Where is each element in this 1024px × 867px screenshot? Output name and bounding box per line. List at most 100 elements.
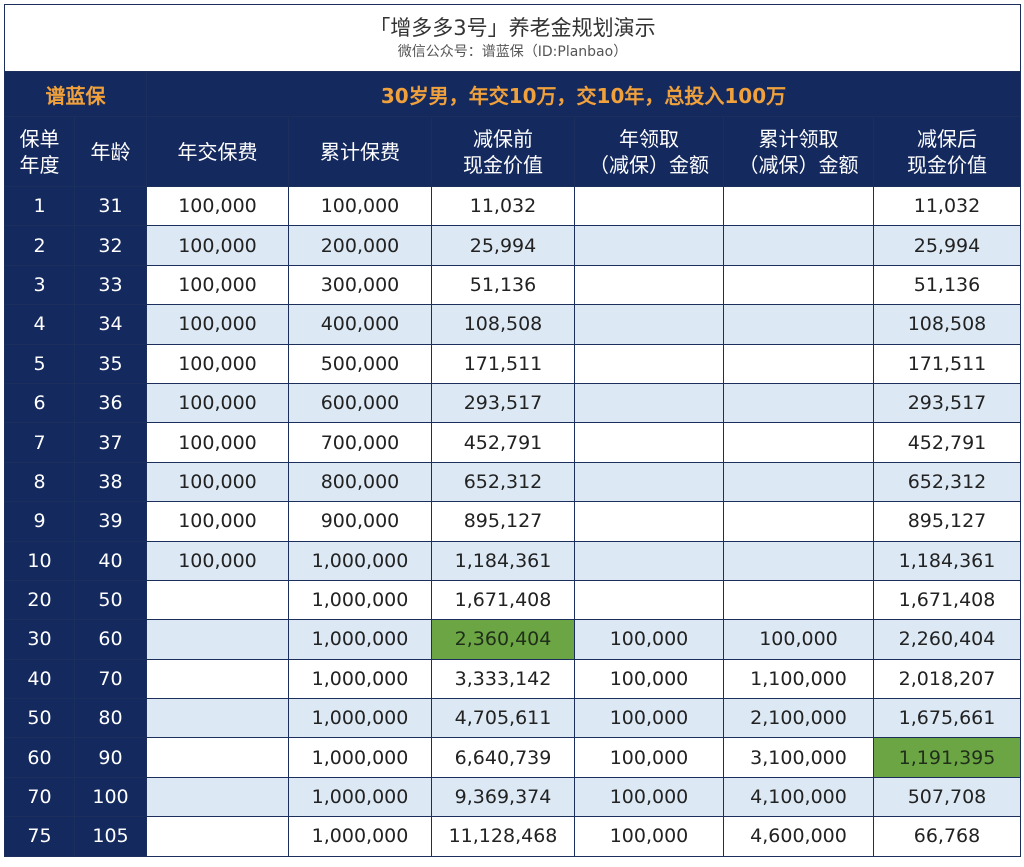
table-cell: 100,000 [146, 540, 289, 581]
table-cell: 2 [4, 225, 75, 266]
table-cell: 2,100,000 [723, 698, 874, 739]
column-header: 年交保费 [146, 116, 289, 187]
column-header: 保单 年度 [4, 116, 75, 187]
table-cell: 100,000 [574, 658, 724, 700]
table-cell: 3,333,142 [431, 658, 575, 700]
table-cell: 652,312 [873, 461, 1021, 503]
table-cell: 895,127 [431, 501, 575, 542]
table-cell: 6,640,739 [431, 737, 575, 778]
table-cell [723, 185, 874, 227]
table-cell: 7 [4, 422, 75, 463]
table-cell [723, 304, 874, 345]
table-cell: 1,000,000 [288, 619, 432, 660]
table-row: 70 100 1,000,000 9,369,374 100,000 4,100,000 5… [4, 776, 1021, 818]
table-cell: 100,000 [146, 304, 289, 345]
table-cell: 1,671,408 [431, 579, 575, 621]
table-cell: 105 [74, 816, 147, 857]
table-cell: 4,600,000 [723, 816, 874, 857]
table-cell: 1,000,000 [288, 540, 432, 581]
table-cell: 50 [74, 579, 147, 621]
table-cell: 2,360,404 [431, 619, 575, 660]
table-cell: 40 [74, 540, 147, 581]
table-cell: 4,705,611 [431, 698, 575, 739]
table-cell: 51,136 [431, 264, 575, 306]
column-header: 累计领取 （减保）金额 [723, 116, 874, 187]
table-cell [574, 422, 724, 463]
table-cell: 20 [4, 579, 75, 621]
table-cell: 1,000,000 [288, 658, 432, 700]
table-cell: 37 [74, 422, 147, 463]
table-cell: 2,018,207 [873, 658, 1021, 700]
table-cell: 300,000 [288, 264, 432, 306]
table-cell: 652,312 [431, 461, 575, 503]
table-cell: 30 [4, 619, 75, 660]
table-cell: 1,000,000 [288, 776, 432, 818]
table-cell: 100,000 [146, 461, 289, 503]
table-cell: 60 [4, 737, 75, 778]
table-cell: 1,671,408 [873, 579, 1021, 621]
table-cell: 1,184,361 [431, 540, 575, 581]
table-cell [574, 382, 724, 424]
table-cell [574, 185, 724, 227]
table-cell: 100,000 [574, 776, 724, 818]
table-cell: 34 [74, 304, 147, 345]
table-cell: 108,508 [873, 304, 1021, 345]
table-cell: 4 [4, 304, 75, 345]
pension-plan-table: 「增多多3号」养老金规划演示 微信公众号：谱蓝保（ID:Planbao） 谱蓝保… [4, 4, 1021, 857]
table-cell: 3 [4, 264, 75, 306]
table-cell: 1,000,000 [288, 737, 432, 778]
table-cell: 31 [74, 185, 147, 227]
table-cell: 6 [4, 382, 75, 424]
table-cell: 70 [74, 658, 147, 700]
table-row: 9 39 100,000 900,000 895,127 895,127 [4, 501, 1021, 542]
table-cell [723, 540, 874, 581]
table-cell: 10 [4, 540, 75, 581]
table-cell: 100,000 [288, 185, 432, 227]
table-cell: 400,000 [288, 304, 432, 345]
column-header: 年龄 [74, 116, 147, 187]
table-cell: 100,000 [146, 501, 289, 542]
table-cell: 100,000 [146, 185, 289, 227]
table-cell [146, 698, 289, 739]
table-cell: 452,791 [431, 422, 575, 463]
table-cell: 25,994 [431, 225, 575, 266]
table-cell: 33 [74, 264, 147, 306]
table-cell [723, 461, 874, 503]
table-cell [723, 382, 874, 424]
table-cell: 11,128,468 [431, 816, 575, 857]
table-cell [723, 264, 874, 306]
table-cell: 50 [4, 698, 75, 739]
table-cell: 1,675,661 [873, 698, 1021, 739]
table-row: 6 36 100,000 600,000 293,517 293,517 [4, 382, 1021, 424]
table-cell: 60 [74, 619, 147, 660]
table-cell: 108,508 [431, 304, 575, 345]
table-cell [723, 579, 874, 621]
page-subtitle: 微信公众号：谱蓝保（ID:Planbao） [397, 44, 628, 60]
table-cell [574, 343, 724, 384]
table-cell: 200,000 [288, 225, 432, 266]
table-cell: 3,100,000 [723, 737, 874, 778]
table-row: 40 70 1,000,000 3,333,142 100,000 1,100,000 2,… [4, 658, 1021, 700]
table-row: 3 33 100,000 300,000 51,136 51,136 [4, 264, 1021, 306]
table-cell: 100,000 [146, 422, 289, 463]
table-cell [723, 422, 874, 463]
pension-plan-table-sheet: 「增多多3号」养老金规划演示 微信公众号：谱蓝保（ID:Planbao） 谱蓝保… [4, 4, 1021, 862]
table-cell: 100,000 [574, 619, 724, 660]
table-row: 60 90 1,000,000 6,640,739 100,000 3,100,000 1,… [4, 737, 1021, 778]
table-cell: 1,000,000 [288, 698, 432, 739]
table-cell: 40 [4, 658, 75, 700]
table-cell: 32 [74, 225, 147, 266]
table-cell: 600,000 [288, 382, 432, 424]
table-cell [146, 658, 289, 700]
column-header: 减保后 现金价值 [873, 116, 1021, 187]
table-cell: 293,517 [873, 382, 1021, 424]
table-cell [574, 501, 724, 542]
table-cell [146, 816, 289, 857]
table-cell: 9,369,374 [431, 776, 575, 818]
table-cell: 507,708 [873, 776, 1021, 818]
table-cell: 90 [74, 737, 147, 778]
table-cell [574, 304, 724, 345]
column-header: 年领取 （减保）金额 [574, 116, 724, 187]
page-title: 「增多多3号」养老金规划演示 [369, 16, 656, 40]
table-cell: 100,000 [146, 264, 289, 306]
